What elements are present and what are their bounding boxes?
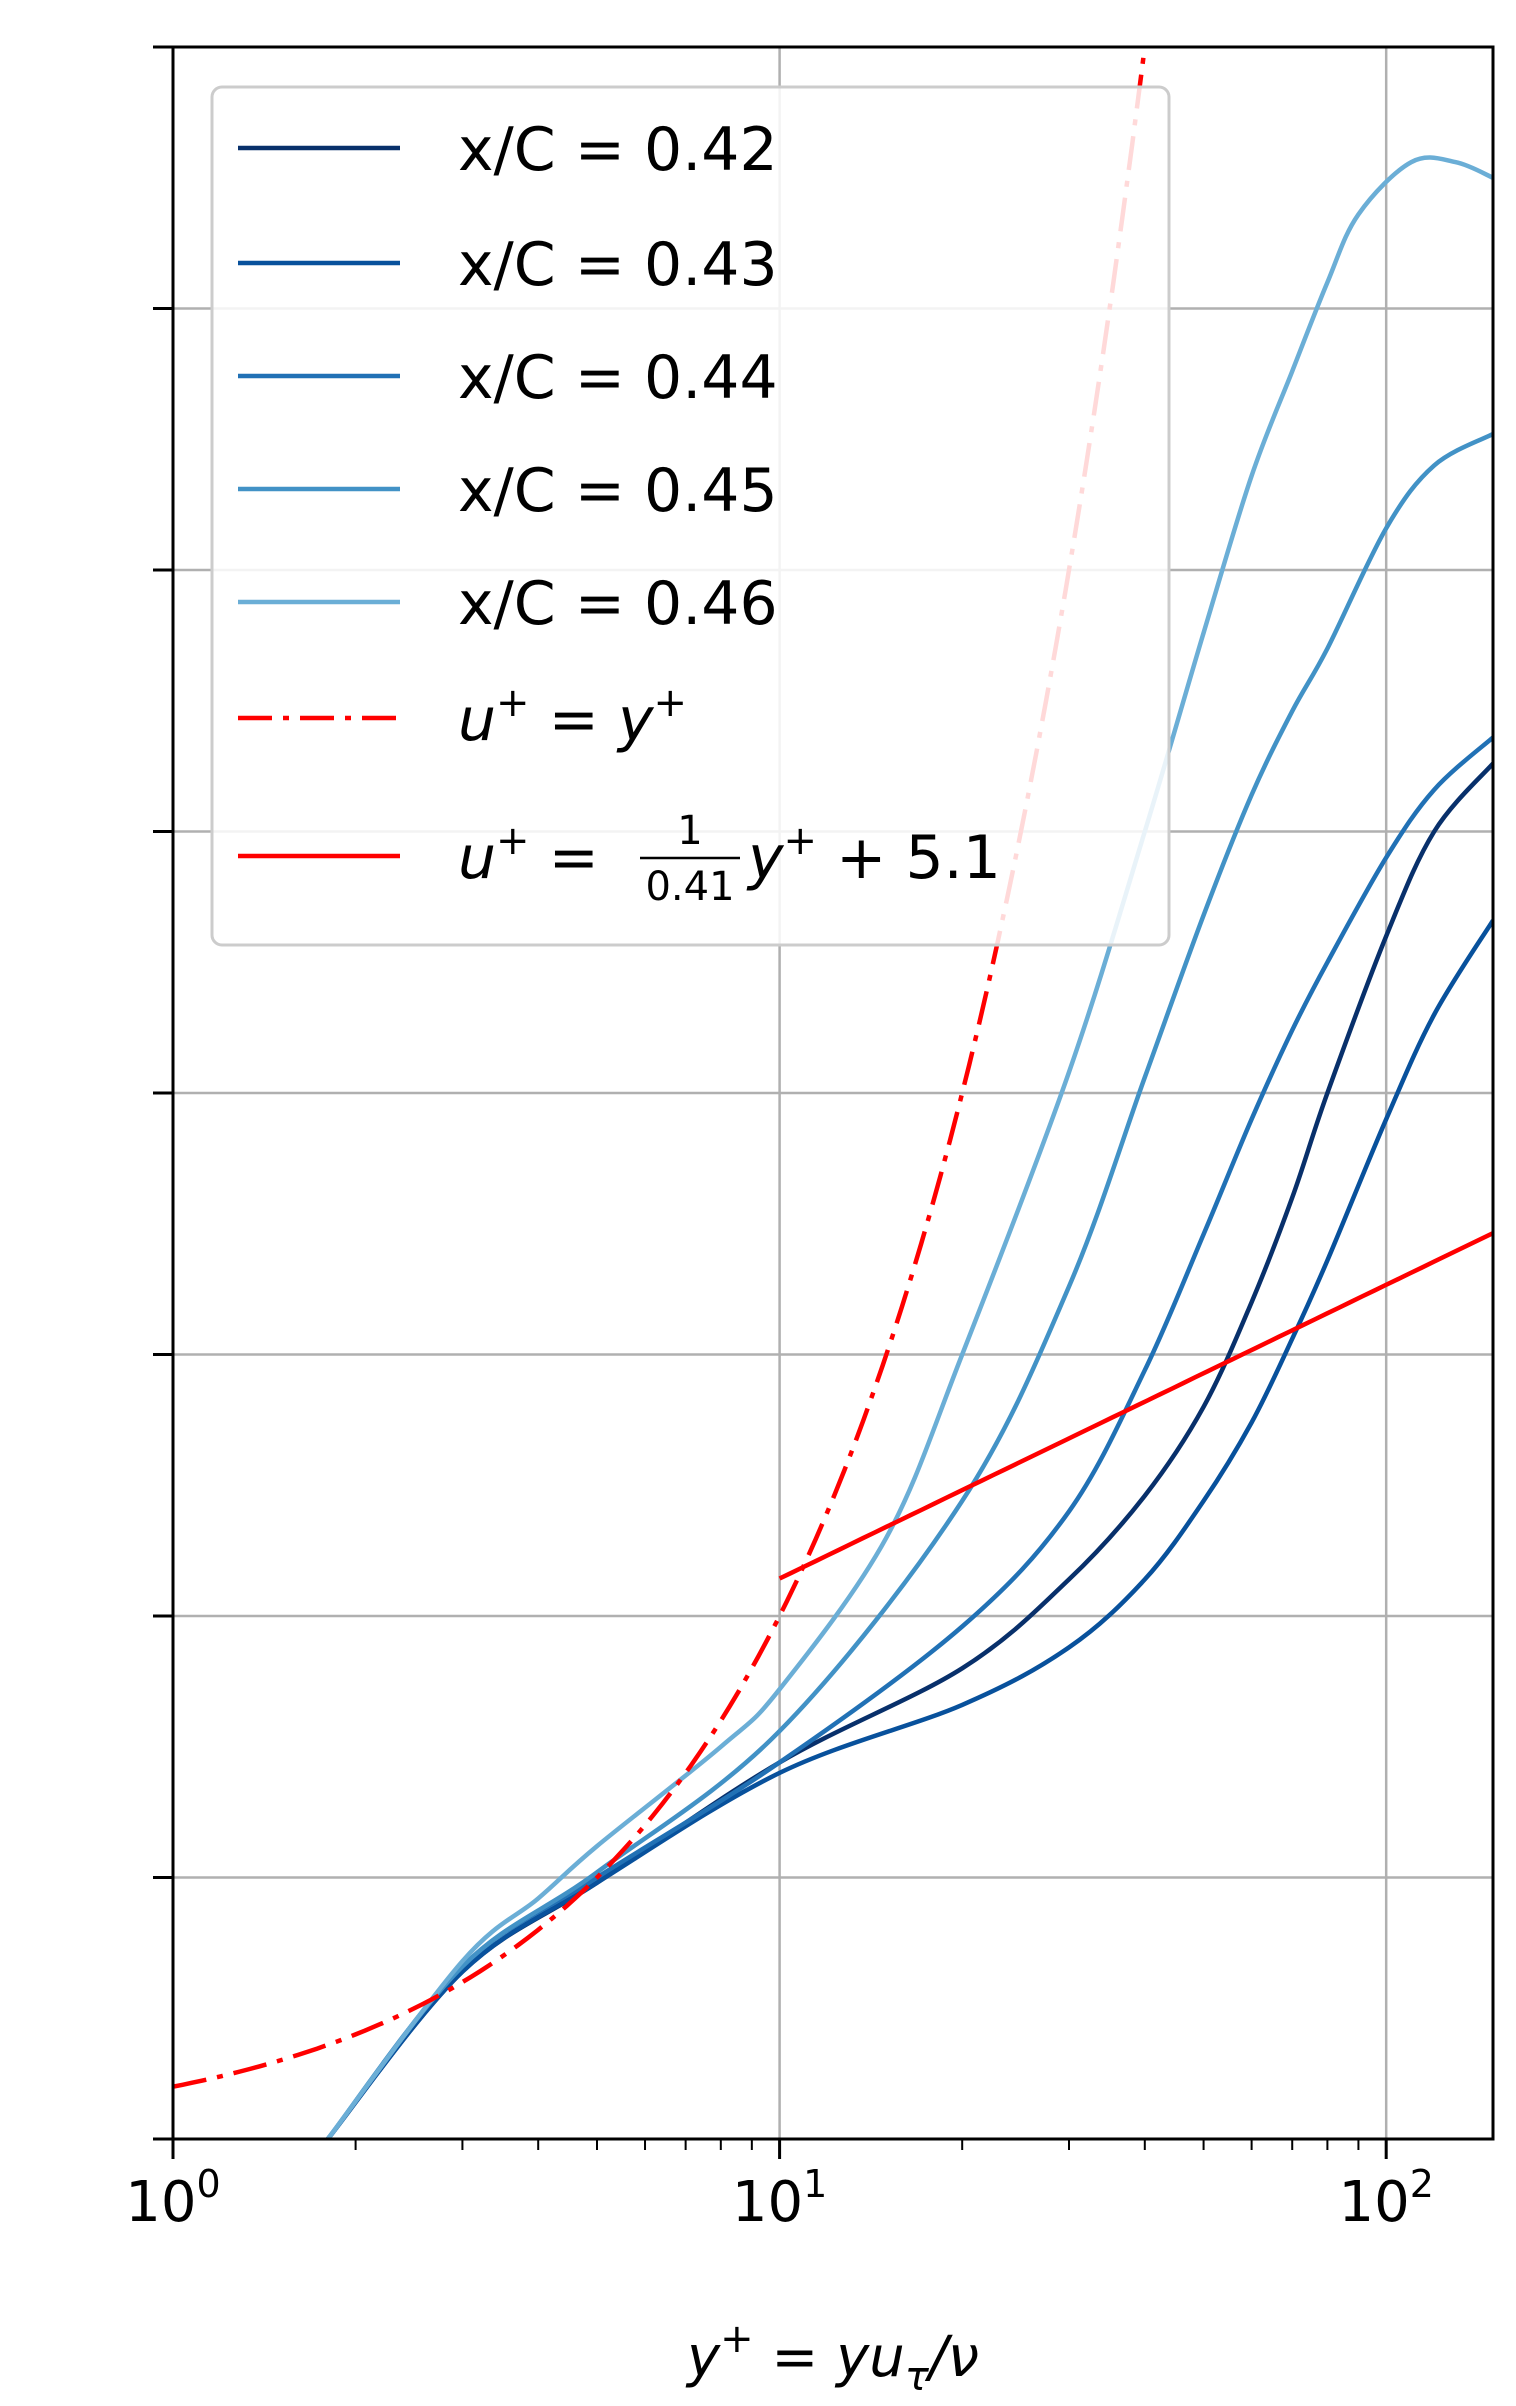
x-tick-label: 102 — [1338, 2162, 1433, 2235]
series-line — [778, 1231, 1493, 1581]
series-line — [326, 431, 1493, 2139]
series-line — [326, 155, 1493, 2139]
legend: x/C = 0.42 x/C = 0.43 x/C = 0.44 x/C = 0.45… — [210, 85, 1171, 947]
fraction-denominator: 0.41 — [645, 864, 734, 910]
legend-fraction: 10.41 — [640, 808, 740, 910]
legend-label: x/C = 0.45 — [458, 456, 778, 526]
ticks-layer — [153, 45, 1388, 2159]
legend-label: x/C = 0.42 — [458, 115, 778, 185]
series-layer — [173, 47, 1493, 2139]
legend-label: x/C = 0.46 — [458, 569, 778, 639]
x-tick-label: 101 — [732, 2162, 827, 2235]
x-axis-label: y+ = yuτ/ν — [685, 2316, 979, 2400]
legend-label: x/C = 0.43 — [458, 230, 778, 300]
legend-box — [210, 85, 1171, 947]
legend-label: u+ = y+ — [458, 680, 687, 755]
fraction-numerator: 1 — [677, 808, 702, 854]
legend-label: x/C = 0.44 — [458, 343, 778, 413]
x-tick-labels: 100 101 102 — [125, 2162, 1434, 2235]
x-tick-label: 100 — [125, 2162, 220, 2235]
legend-label: u+ = — [458, 818, 599, 893]
legend-label-tail: y+ + 5.1 — [746, 818, 1001, 893]
